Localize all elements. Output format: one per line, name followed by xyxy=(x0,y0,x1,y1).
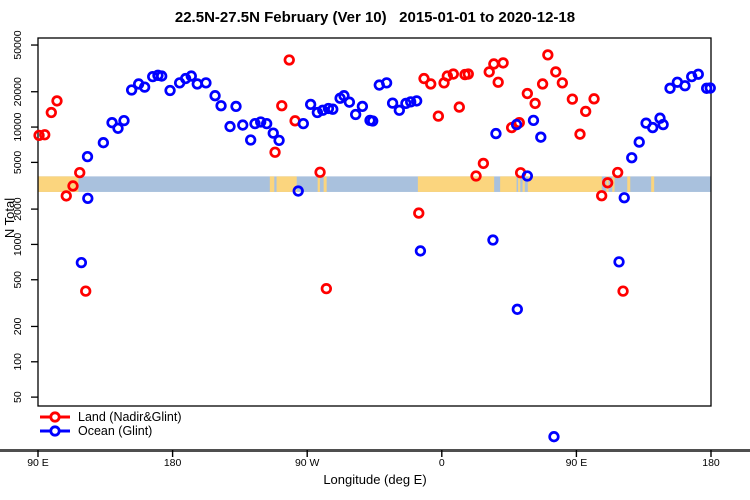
svg-text:0: 0 xyxy=(439,457,445,469)
legend: Land (Nadir&Glint) Ocean (Glint) xyxy=(40,410,182,438)
svg-text:180: 180 xyxy=(702,457,720,469)
svg-text:200: 200 xyxy=(12,318,24,336)
svg-text:180: 180 xyxy=(164,457,182,469)
axes: 50 100 200 500 1000 2000 5000 10000 20000 50000 90… xyxy=(0,30,750,469)
legend-item-ocean: Ocean (Glint) xyxy=(40,424,182,438)
svg-text:90 E: 90 E xyxy=(27,457,49,469)
x-axis-label: Longitude (deg E) xyxy=(323,472,426,487)
svg-text:10000: 10000 xyxy=(12,112,24,141)
svg-text:50: 50 xyxy=(12,391,24,403)
svg-text:500: 500 xyxy=(12,271,24,289)
svg-text:20000: 20000 xyxy=(12,77,24,106)
legend-label-land: Land (Nadir&Glint) xyxy=(78,410,182,424)
svg-text:5000: 5000 xyxy=(12,151,24,175)
legend-item-land: Land (Nadir&Glint) xyxy=(40,410,182,424)
legend-label-ocean: Ocean (Glint) xyxy=(78,424,153,438)
y-axis-label: N Total xyxy=(2,198,17,238)
chart-title: 22.5N-27.5N February (Ver 10) 2015-01-01… xyxy=(174,9,576,26)
data-points xyxy=(33,49,716,443)
svg-text:90 E: 90 E xyxy=(566,457,588,469)
land-ocean-strip xyxy=(38,176,711,192)
svg-text:50000: 50000 xyxy=(12,30,24,59)
svg-text:2000: 2000 xyxy=(12,197,24,221)
svg-text:100: 100 xyxy=(12,353,24,371)
svg-text:1000: 1000 xyxy=(12,233,24,257)
legend-marker-land-icon xyxy=(40,411,70,423)
svg-text:90 W: 90 W xyxy=(295,457,320,469)
legend-marker-ocean-icon xyxy=(40,425,70,437)
